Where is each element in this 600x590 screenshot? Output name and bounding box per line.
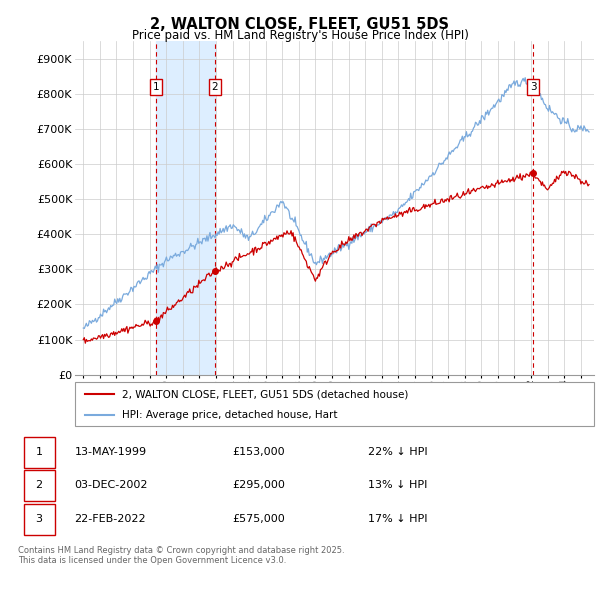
Text: 2: 2 (211, 82, 218, 92)
FancyBboxPatch shape (23, 470, 55, 501)
Text: Price paid vs. HM Land Registry's House Price Index (HPI): Price paid vs. HM Land Registry's House … (131, 30, 469, 42)
Text: 3: 3 (530, 82, 536, 92)
Text: HPI: Average price, detached house, Hart: HPI: Average price, detached house, Hart (122, 410, 337, 420)
Text: 1: 1 (35, 447, 43, 457)
Text: 22-FEB-2022: 22-FEB-2022 (74, 514, 146, 525)
Text: 2: 2 (35, 480, 43, 490)
Text: 03-DEC-2002: 03-DEC-2002 (74, 480, 148, 490)
Text: £575,000: £575,000 (232, 514, 285, 525)
Text: Contains HM Land Registry data © Crown copyright and database right 2025.
This d: Contains HM Land Registry data © Crown c… (18, 546, 344, 565)
Text: 17% ↓ HPI: 17% ↓ HPI (368, 514, 427, 525)
Text: 1: 1 (152, 82, 159, 92)
Text: 3: 3 (35, 514, 43, 525)
Text: £153,000: £153,000 (232, 447, 285, 457)
FancyBboxPatch shape (75, 382, 594, 426)
FancyBboxPatch shape (23, 504, 55, 535)
Text: 2, WALTON CLOSE, FLEET, GU51 5DS (detached house): 2, WALTON CLOSE, FLEET, GU51 5DS (detach… (122, 389, 408, 399)
Text: 22% ↓ HPI: 22% ↓ HPI (368, 447, 427, 457)
Text: 13-MAY-1999: 13-MAY-1999 (74, 447, 146, 457)
Text: £295,000: £295,000 (232, 480, 285, 490)
Bar (156, 41, 215, 375)
Text: 2, WALTON CLOSE, FLEET, GU51 5DS: 2, WALTON CLOSE, FLEET, GU51 5DS (151, 17, 449, 31)
FancyBboxPatch shape (23, 437, 55, 468)
Text: 13% ↓ HPI: 13% ↓ HPI (368, 480, 427, 490)
